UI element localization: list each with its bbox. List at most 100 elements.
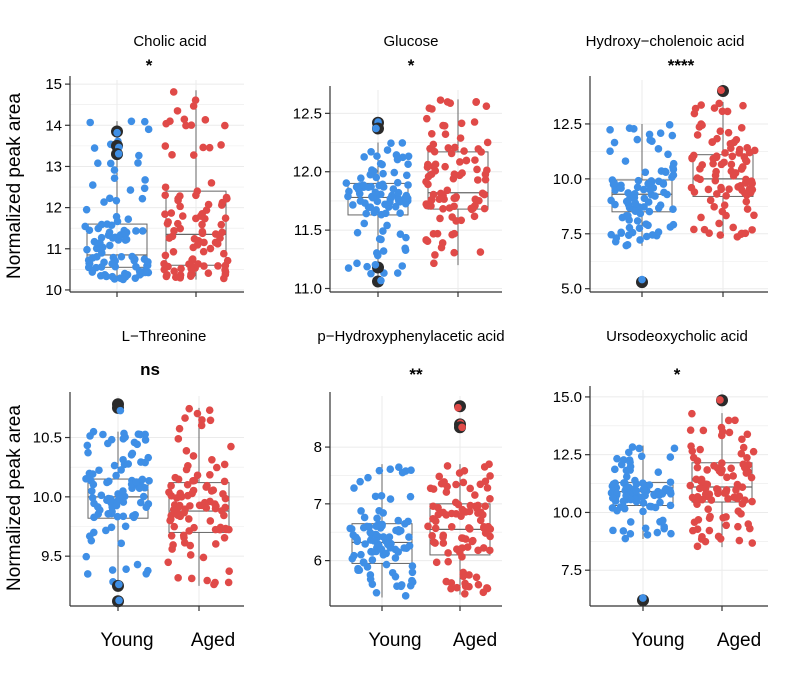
point-young [379,169,387,178]
point-aged [454,500,463,509]
point-aged [183,480,192,489]
y-tick-label: 13 [45,158,62,175]
y-axis-label-bottom: Normalized peak area [4,405,25,591]
point-young [87,536,96,545]
point-aged [715,219,723,228]
point-aged [429,230,438,238]
point-aged [187,574,196,583]
point-young [669,171,678,179]
point-aged [470,118,479,126]
x-tick-young-1: Young [100,630,153,651]
point-aged [687,442,695,450]
point-aged [470,212,479,221]
point-young [83,245,91,254]
point-young [344,192,352,201]
y-axis-label-top: Normalized peak area [4,93,25,279]
point-aged [457,119,466,128]
point-young [88,268,97,276]
point-aged [699,426,708,435]
point-young [635,444,644,453]
point-aged [189,452,198,460]
point-aged [169,88,178,96]
point-aged [723,473,731,482]
point-aged [693,463,702,472]
significance-label: * [408,56,415,75]
point-aged [169,505,178,514]
point-young [110,174,119,182]
panel-3: Hydroxy−cholenoic acid **** 5.0 7.5 10.0 12.5 [553,33,768,298]
y-tick-label: 10.0 [33,489,62,506]
x-tick-young-2: Young [368,630,421,651]
point-young [119,275,127,284]
point-aged [725,185,733,193]
point-young [377,492,386,500]
point-young [638,275,646,284]
point-aged [161,183,170,192]
point-aged [193,240,202,249]
point-young [404,160,412,168]
point-aged [485,546,494,555]
point-young [83,441,92,450]
point-young [97,249,106,257]
point-young [353,259,361,268]
point-aged [181,414,189,422]
point-aged [221,266,229,274]
point-young [388,568,397,577]
point-aged [748,226,756,234]
point-young [135,151,143,160]
point-young [610,179,619,187]
point-young [354,566,362,574]
point-aged [717,431,726,440]
y-tick-label: 14 [45,117,62,134]
point-young [141,458,149,467]
point-aged [431,539,439,547]
point-aged [176,224,185,233]
panels: Cholic acid * 10 11 12 13 14 15 Glucose * 11.0 11.5… [33,33,768,611]
point-aged [424,160,432,169]
point-young [86,118,95,127]
y-tick-label: 12.0 [293,164,322,181]
point-aged [198,220,206,229]
point-young [632,497,641,506]
point-aged [206,244,215,253]
point-young [348,554,357,563]
point-young [386,198,394,206]
point-aged [465,582,473,591]
point-aged [727,464,735,473]
point-aged [738,435,746,444]
point-aged [747,473,756,482]
point-aged [452,480,460,489]
point-aged [698,495,707,504]
point-young [624,200,633,209]
point-young [624,231,633,239]
point-aged [447,584,455,593]
point-aged [466,484,474,493]
point-aged [185,515,193,523]
point-aged [175,501,184,510]
point-young [633,135,642,144]
point-young [119,512,128,521]
point-young [382,549,390,558]
point-young [394,188,403,197]
point-aged [207,179,216,187]
point-aged [189,102,198,110]
point-aged [163,270,171,279]
point-aged [716,231,725,239]
point-aged [166,117,174,126]
point-aged [161,142,170,150]
point-aged [175,424,184,433]
point-aged [206,517,215,525]
point-aged [192,214,200,223]
point-young [362,209,371,218]
y-tick-label: 10 [45,282,62,299]
y-tick-label: 5.0 [561,281,582,298]
y-tick-label: 11.0 [294,280,322,297]
point-aged [480,463,489,471]
point-young [368,166,376,174]
point-aged [478,189,487,198]
point-aged [200,238,208,247]
point-young [82,205,91,214]
point-aged [443,186,452,195]
point-aged [456,134,465,142]
point-aged [480,204,489,213]
